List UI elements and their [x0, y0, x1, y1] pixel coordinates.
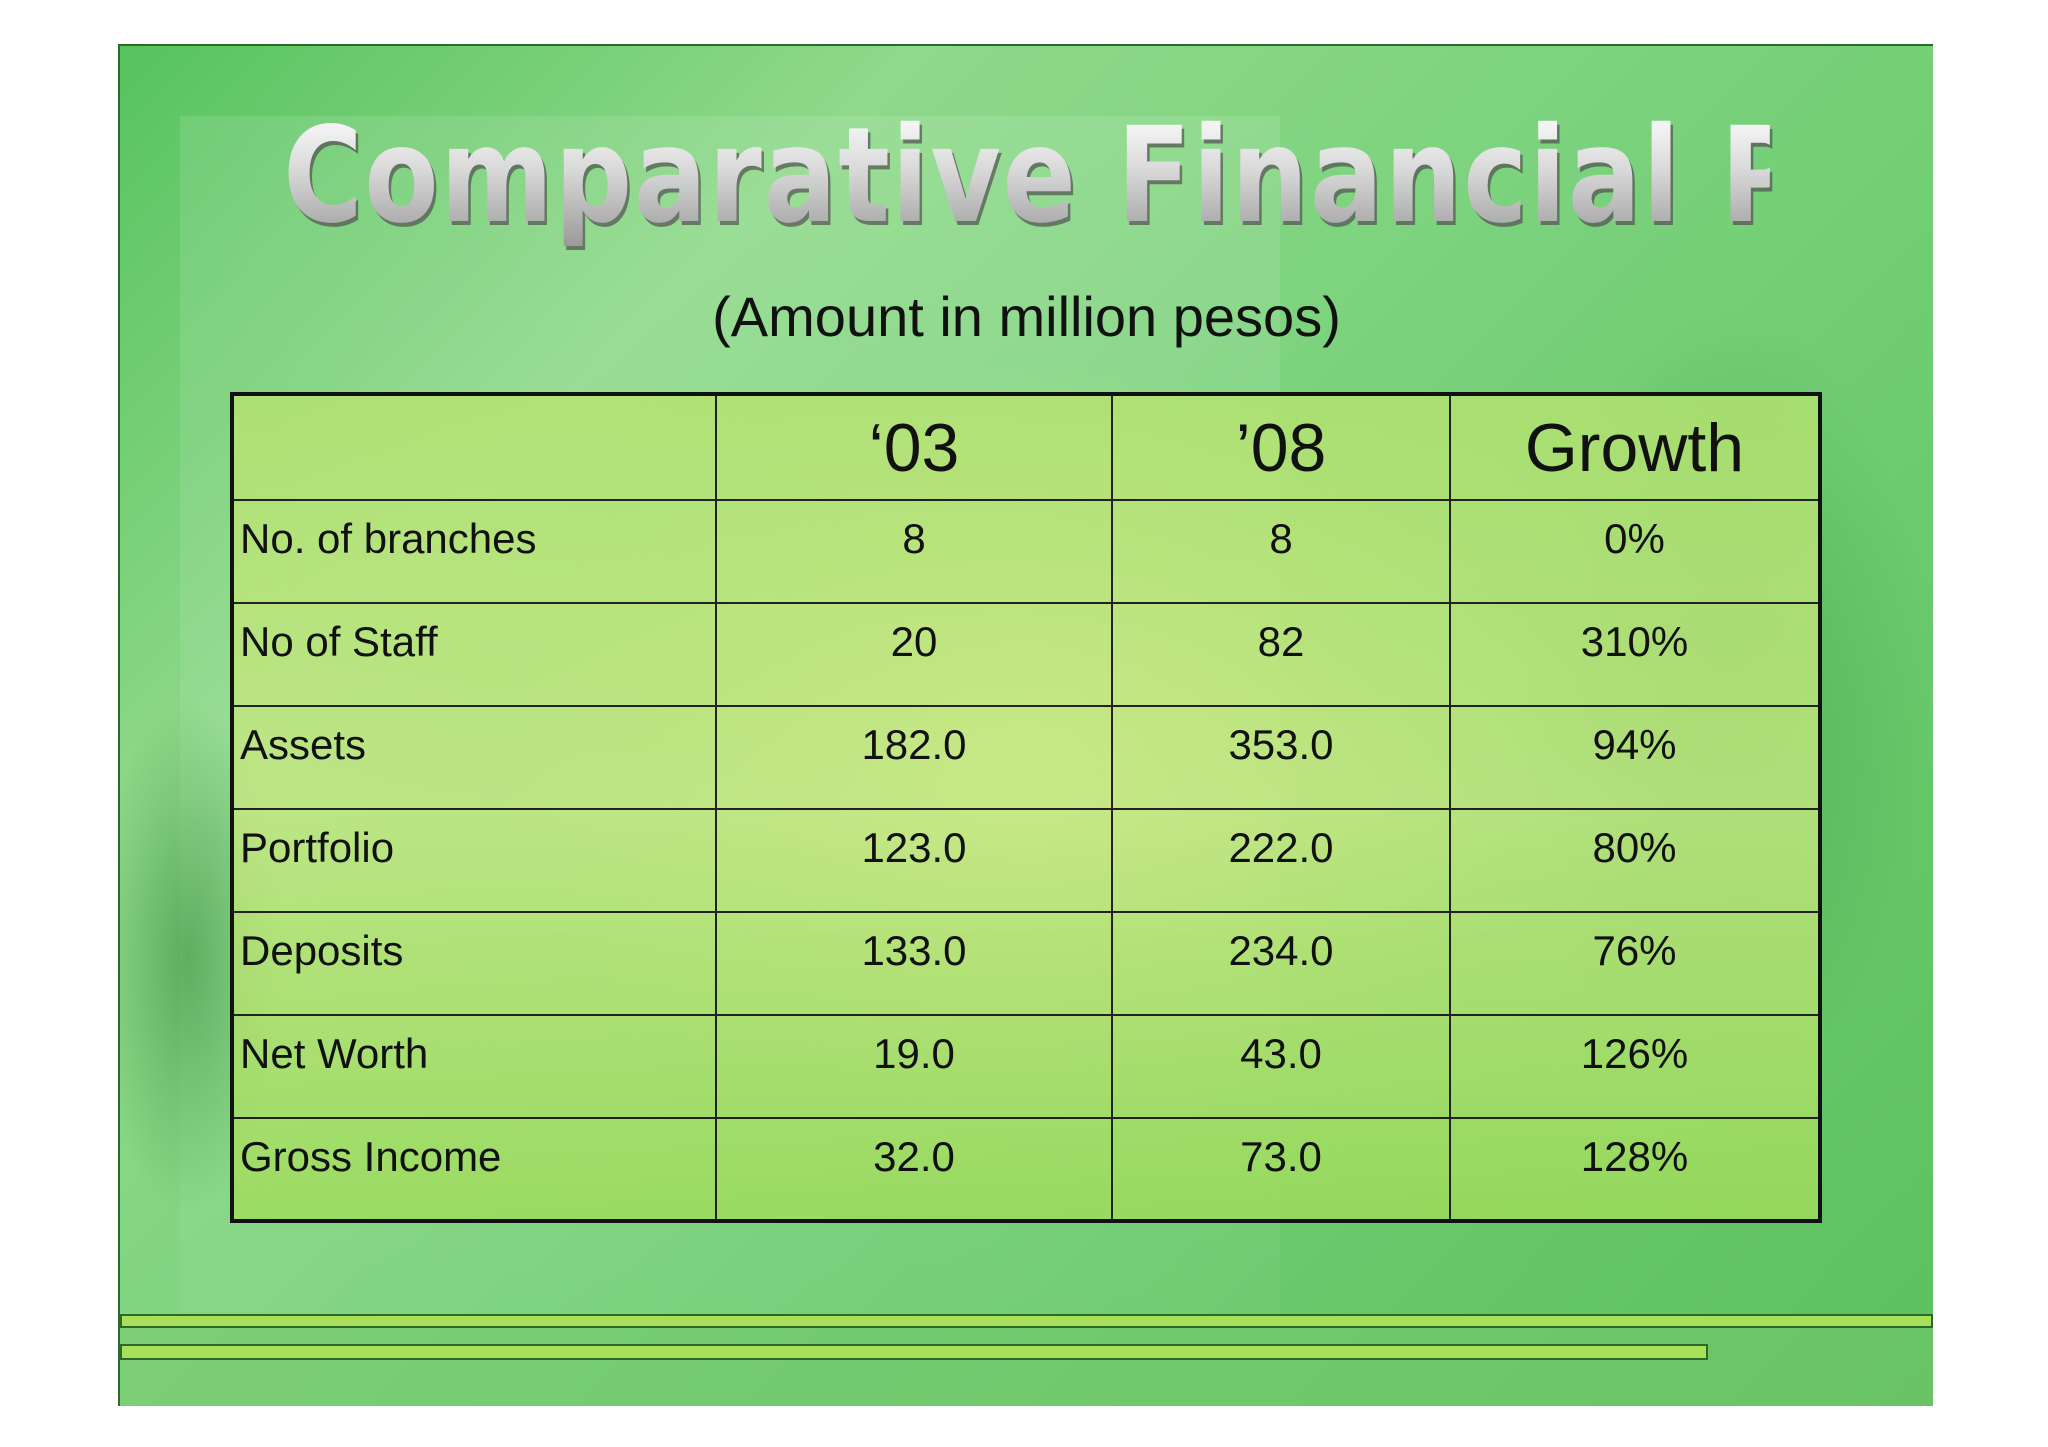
slide-subtitle: (Amount in million pesos)	[712, 285, 1341, 348]
header-cell-growth: Growth	[1449, 393, 1821, 501]
slide: Comparative Financial Performance (Amoun…	[118, 44, 1933, 1406]
value-growth: 76%	[1449, 911, 1821, 1016]
value-2003: 19.0	[715, 1014, 1113, 1119]
value-growth: 310%	[1449, 602, 1821, 707]
table-header-row: ‘03 ’08 Growth	[231, 393, 1821, 501]
table-row: No of Staff 20 82 310%	[231, 602, 1821, 707]
value-2008: 353.0	[1111, 705, 1451, 810]
row-label: Deposits	[231, 911, 717, 1016]
row-label: Net Worth	[231, 1014, 717, 1119]
value-growth: 0%	[1449, 499, 1821, 604]
table-row: Deposits 133.0 234.0 76%	[231, 911, 1821, 1016]
table-row: Gross Income 32.0 73.0 128%	[231, 1117, 1821, 1222]
table-row: Assets 182.0 353.0 94%	[231, 705, 1821, 810]
slide-title: Comparative Financial Performance	[283, 106, 1933, 246]
performance-table: ‘03 ’08 Growth No. of branches 8 8 0% No…	[230, 392, 1822, 1223]
value-2008: 8	[1111, 499, 1451, 604]
value-growth: 80%	[1449, 808, 1821, 913]
value-2008: 82	[1111, 602, 1451, 707]
table-row: Net Worth 19.0 43.0 126%	[231, 1014, 1821, 1119]
header-cell-empty	[231, 393, 717, 501]
value-2008: 43.0	[1111, 1014, 1451, 1119]
footer-accent-bar-bottom	[120, 1344, 1708, 1360]
header-cell-2008: ’08	[1111, 393, 1451, 501]
value-2003: 123.0	[715, 808, 1113, 913]
value-2003: 182.0	[715, 705, 1113, 810]
header-cell-2003: ‘03	[715, 393, 1113, 501]
row-label: Gross Income	[231, 1117, 717, 1222]
value-2008: 73.0	[1111, 1117, 1451, 1222]
row-label: No. of branches	[231, 499, 717, 604]
footer-accent-bar-top	[120, 1314, 1933, 1328]
value-2008: 222.0	[1111, 808, 1451, 913]
row-label: Portfolio	[231, 808, 717, 913]
value-2008: 234.0	[1111, 911, 1451, 1016]
value-growth: 94%	[1449, 705, 1821, 810]
value-2003: 20	[715, 602, 1113, 707]
row-label: Assets	[231, 705, 717, 810]
table-row: No. of branches 8 8 0%	[231, 499, 1821, 604]
value-2003: 133.0	[715, 911, 1113, 1016]
footer-shade	[120, 1328, 1933, 1406]
table-row: Portfolio 123.0 222.0 80%	[231, 808, 1821, 913]
value-2003: 8	[715, 499, 1113, 604]
value-growth: 126%	[1449, 1014, 1821, 1119]
value-growth: 128%	[1449, 1117, 1821, 1222]
row-label: No of Staff	[231, 602, 717, 707]
value-2003: 32.0	[715, 1117, 1113, 1222]
